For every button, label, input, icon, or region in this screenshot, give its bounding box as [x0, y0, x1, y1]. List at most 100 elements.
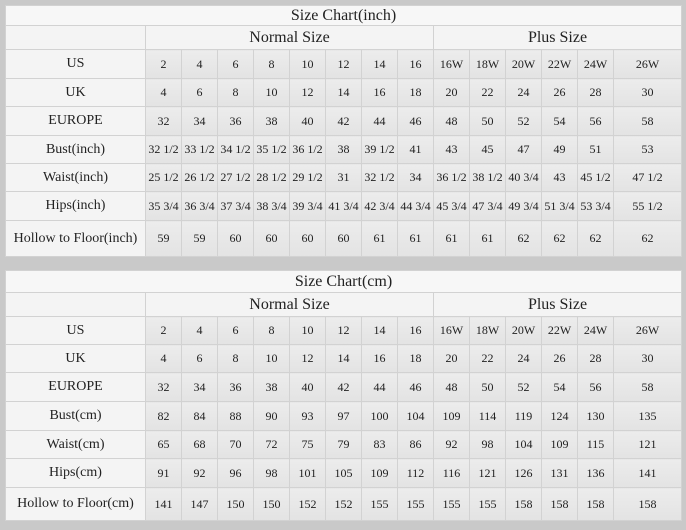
size-value-cell: 36 [217, 372, 254, 402]
size-value-cell: 6 [181, 344, 218, 373]
size-value-cell: 16W [433, 49, 470, 79]
size-value-cell: 109 [433, 401, 470, 431]
size-value-cell: 12 [325, 49, 362, 79]
size-value-cell: 101 [289, 458, 326, 488]
size-value-cell: 119 [505, 401, 542, 431]
size-value-cell: 131 [541, 458, 578, 488]
size-value-cell: 28 [577, 344, 614, 373]
size-value-cell: 6 [217, 316, 254, 345]
size-value-cell: 44 [361, 372, 398, 402]
size-value-cell: 56 [577, 106, 614, 136]
header-blank [5, 25, 146, 50]
size-value-cell: 41 [397, 135, 434, 164]
table-row: Waist(inch) 25 1/2 26 1/2 27 1/2 28 1/2 29 1/… [5, 163, 682, 192]
table-row: UK 4 6 8 10 12 14 16 18 20 22 24 26 28 30 [5, 78, 682, 107]
size-value-cell: 36 1/2 [433, 163, 470, 192]
size-value-cell: 58 [613, 372, 682, 402]
size-value-cell: 6 [181, 78, 218, 107]
group-header-normal: Normal Size [145, 292, 434, 317]
size-value-cell: 65 [145, 430, 182, 459]
size-value-cell: 40 [289, 106, 326, 136]
size-value-cell: 150 [253, 487, 290, 521]
group-header-normal: Normal Size [145, 25, 434, 50]
size-value-cell: 92 [433, 430, 470, 459]
size-value-cell: 152 [289, 487, 326, 521]
row-label: EUROPE [5, 106, 146, 136]
size-value-cell: 62 [505, 220, 542, 257]
size-value-cell: 121 [613, 430, 682, 459]
size-value-cell: 46 [397, 372, 434, 402]
size-value-cell: 38 [253, 372, 290, 402]
size-value-cell: 10 [253, 78, 290, 107]
size-value-cell: 42 3/4 [361, 191, 398, 221]
size-value-cell: 46 [397, 106, 434, 136]
size-value-cell: 32 1/2 [361, 163, 398, 192]
size-value-cell: 104 [397, 401, 434, 431]
size-value-cell: 43 [433, 135, 470, 164]
size-value-cell: 44 3/4 [397, 191, 434, 221]
row-label: Bust(cm) [5, 401, 146, 431]
row-label: Bust(inch) [5, 135, 146, 164]
size-value-cell: 82 [145, 401, 182, 431]
size-value-cell: 12 [325, 316, 362, 345]
size-value-cell: 47 1/2 [613, 163, 682, 192]
size-value-cell: 33 1/2 [181, 135, 218, 164]
row-label: Waist(cm) [5, 430, 146, 459]
size-value-cell: 42 [325, 106, 362, 136]
size-value-cell: 8 [253, 49, 290, 79]
size-value-cell: 114 [469, 401, 506, 431]
size-value-cell: 72 [253, 430, 290, 459]
table-row: EUROPE 32 34 36 38 40 42 44 46 48 50 52 54 56 58 [5, 372, 682, 402]
size-value-cell: 30 [613, 344, 682, 373]
size-value-cell: 150 [217, 487, 254, 521]
size-value-cell: 27 1/2 [217, 163, 254, 192]
size-value-cell: 60 [325, 220, 362, 257]
size-value-cell: 83 [361, 430, 398, 459]
table-row: Waist(cm) 65 68 70 72 75 79 83 86 92 98 104 109 115 12… [5, 430, 682, 459]
size-value-cell: 59 [181, 220, 218, 257]
size-value-cell: 62 [613, 220, 682, 257]
size-value-cell: 26W [613, 316, 682, 345]
size-value-cell: 45 1/2 [577, 163, 614, 192]
size-value-cell: 52 [505, 372, 542, 402]
size-value-cell: 92 [181, 458, 218, 488]
size-value-cell: 16 [397, 49, 434, 79]
size-value-cell: 14 [361, 49, 398, 79]
size-value-cell: 20 [433, 344, 470, 373]
table-row: Bust(inch) 32 1/2 33 1/2 34 1/2 35 1/2 36 1/2… [5, 135, 682, 164]
size-value-cell: 16W [433, 316, 470, 345]
size-value-cell: 2 [145, 316, 182, 345]
size-value-cell: 12 [289, 78, 326, 107]
size-value-cell: 18W [469, 49, 506, 79]
size-value-cell: 130 [577, 401, 614, 431]
size-value-cell: 116 [433, 458, 470, 488]
row-label: UK [5, 344, 146, 373]
size-value-cell: 60 [253, 220, 290, 257]
table-row: Hollow to Floor(cm) 141 147 150 150 152 152 155… [5, 487, 682, 521]
size-value-cell: 61 [469, 220, 506, 257]
size-value-cell: 54 [541, 372, 578, 402]
size-chart-inch: Size Chart(inch) Normal Size Plus Size US 2 4… [5, 5, 682, 257]
size-value-cell: 14 [325, 78, 362, 107]
size-value-cell: 115 [577, 430, 614, 459]
size-value-cell: 55 1/2 [613, 191, 682, 221]
size-value-cell: 47 3/4 [469, 191, 506, 221]
size-value-cell: 61 [433, 220, 470, 257]
size-value-cell: 22W [541, 316, 578, 345]
size-value-cell: 32 [145, 106, 182, 136]
table-row: EUROPE 32 34 36 38 40 42 44 46 48 50 52 54 56 58 [5, 106, 682, 136]
size-value-cell: 136 [577, 458, 614, 488]
size-value-cell: 39 1/2 [361, 135, 398, 164]
size-value-cell: 68 [181, 430, 218, 459]
size-value-cell: 10 [253, 344, 290, 373]
size-value-cell: 29 1/2 [289, 163, 326, 192]
size-value-cell: 109 [361, 458, 398, 488]
size-value-cell: 24 [505, 344, 542, 373]
row-label: Hollow to Floor(cm) [5, 487, 146, 521]
size-value-cell: 98 [253, 458, 290, 488]
size-value-cell: 44 [361, 106, 398, 136]
size-value-cell: 16 [361, 344, 398, 373]
size-value-cell: 34 [181, 372, 218, 402]
size-value-cell: 121 [469, 458, 506, 488]
size-value-cell: 48 [433, 106, 470, 136]
